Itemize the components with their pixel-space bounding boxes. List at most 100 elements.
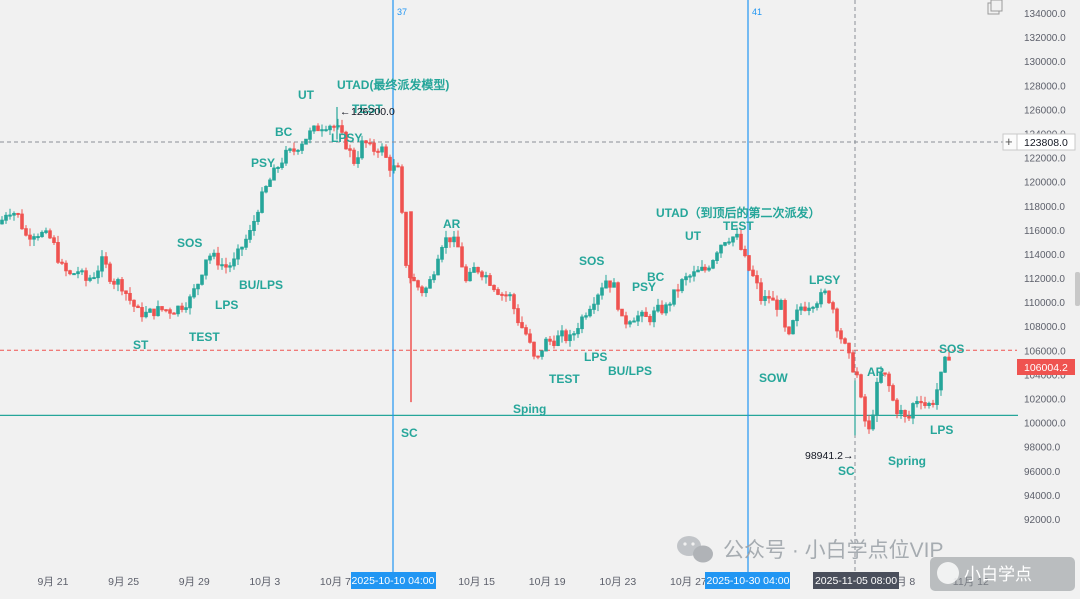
candle-body [847, 342, 851, 354]
candle-body [328, 125, 332, 131]
candle-body [544, 338, 548, 352]
candle-down [464, 264, 468, 283]
candle-body [464, 266, 468, 282]
candle-up [596, 293, 600, 312]
plus-icon[interactable]: + [1005, 134, 1013, 149]
candle-down [168, 307, 172, 319]
candle-down [396, 162, 400, 168]
candle-body [368, 142, 372, 145]
candle-body [172, 312, 176, 315]
candle-body [911, 403, 915, 419]
candle-body [60, 261, 64, 264]
candle-down [108, 261, 112, 284]
candle-down [759, 278, 763, 305]
last-price-background [1017, 359, 1075, 375]
candle-body [696, 269, 700, 273]
candle-body [939, 371, 943, 391]
candle-down [743, 245, 747, 258]
candle-body [88, 277, 92, 281]
candle-up [76, 266, 80, 279]
candle-body [556, 335, 560, 346]
candle-up [88, 274, 92, 283]
candle-body [763, 296, 767, 301]
candle-body [484, 275, 488, 278]
candle-down [616, 281, 620, 312]
candle-body [288, 148, 292, 151]
candle-body [883, 372, 887, 375]
candle-body [36, 236, 40, 239]
candle-up [927, 401, 931, 409]
candle-up [276, 166, 280, 173]
candle-down [648, 314, 652, 326]
candle-body [128, 292, 132, 301]
candle-up [196, 283, 200, 296]
candle-body [64, 262, 68, 272]
y-tick-label: 114000.0 [1024, 250, 1065, 261]
copy-icon[interactable] [987, 0, 1003, 15]
candle-body [352, 149, 356, 164]
candle-body [20, 213, 24, 230]
candle-body [719, 244, 723, 254]
candle-body [931, 402, 935, 405]
candle-body [783, 300, 787, 328]
candle-up [664, 302, 668, 316]
candle-body [424, 287, 428, 294]
candle-up [707, 265, 711, 272]
y-tick-label: 94000.0 [1024, 491, 1061, 502]
candle-body [803, 306, 807, 311]
candle-down [104, 252, 108, 269]
time-box-37-background [351, 572, 436, 589]
x-tick-label: 9月 29 [179, 576, 210, 588]
time-box-41: 2025-10-30 04:00 [705, 572, 790, 589]
candle-body [400, 166, 404, 213]
crosshair-price-box[interactable]: + 123808.0 [1002, 133, 1076, 151]
candle-body [100, 256, 104, 272]
candle-down [660, 300, 664, 315]
candle-body [152, 308, 156, 317]
candle-body [707, 267, 711, 271]
candle-up [560, 325, 564, 343]
candle-down [60, 258, 64, 265]
candle-down [552, 335, 556, 349]
candle-down [516, 304, 520, 326]
candle-down [292, 142, 296, 156]
label-ut: UT [298, 88, 315, 102]
candle-up [392, 159, 396, 174]
time-box-crosshair: 2025-11-05 08:00 [813, 572, 899, 589]
candle-down [624, 311, 628, 329]
candle-body [628, 321, 632, 325]
candle-up [640, 310, 644, 323]
candle-body [727, 241, 731, 244]
candle-down [136, 304, 140, 309]
candle-body [220, 264, 224, 267]
candle-body [364, 140, 368, 144]
price-axis[interactable]: 134000.0 132000.0 130000.0 128000.0 126000.0… [1024, 9, 1066, 526]
candle-down [412, 273, 416, 282]
candle-body [608, 280, 612, 288]
candle-up [684, 272, 688, 286]
candle-down [847, 342, 851, 359]
candle-body [452, 236, 456, 243]
candle-body [863, 396, 867, 422]
candle-body [264, 185, 268, 193]
candle-up [692, 265, 696, 282]
candle-up [444, 230, 448, 254]
label-sc-2: SC [838, 464, 855, 478]
label-bu-lps-2: BU/LPS [608, 364, 652, 378]
candle-up [248, 224, 252, 243]
candle-down [120, 277, 124, 296]
candle-down [316, 123, 320, 132]
candle-body [855, 371, 859, 376]
time-box-41-text: 2025-10-30 04:00 [707, 575, 790, 587]
y-tick-label: 134000.0 [1024, 9, 1066, 20]
scroll-handle[interactable] [1075, 272, 1080, 306]
candle-body [668, 303, 672, 306]
candle-body [116, 279, 120, 285]
candle-body [300, 143, 304, 151]
candle-down [524, 324, 528, 336]
label-lpsy-2: LPSY [809, 273, 840, 287]
candle-up [672, 289, 676, 307]
logo-avatar-icon [937, 562, 959, 584]
candle-body [819, 292, 823, 305]
